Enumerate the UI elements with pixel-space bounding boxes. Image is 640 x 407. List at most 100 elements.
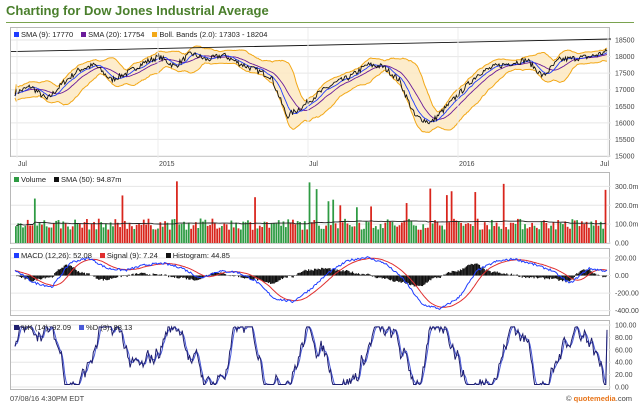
macd-histogram-bar	[22, 275, 24, 278]
volume-bar	[249, 222, 252, 243]
stoch-d-line	[14, 325, 608, 386]
price-trendline	[10, 38, 612, 53]
macd-histogram-bar	[357, 273, 360, 276]
macd-histogram-bar	[88, 273, 90, 276]
volume-bar	[322, 228, 325, 243]
macd-histogram-bar	[576, 273, 578, 276]
macd-histogram-bar	[61, 267, 63, 276]
volume-bar	[490, 219, 493, 243]
volume-bar	[273, 223, 275, 243]
macd-histogram-bar	[93, 275, 95, 277]
macd-histogram-bar	[345, 270, 348, 276]
volume-bar	[303, 221, 306, 243]
macd-histogram-bar	[533, 275, 535, 279]
macd-histogram-bar	[464, 267, 466, 276]
volume-bar	[78, 223, 81, 243]
volume-bar	[486, 225, 488, 243]
macd-histogram-bar	[578, 272, 580, 276]
macd-histogram-bar	[467, 265, 469, 276]
volume-y-tick: 0.00	[615, 241, 629, 248]
macd-histogram-bar	[544, 275, 546, 280]
macd-histogram-bar	[48, 275, 50, 278]
volume-bar	[424, 228, 427, 243]
volume-bar	[59, 228, 62, 243]
volume-bar	[457, 221, 460, 243]
volume-bar	[543, 220, 545, 243]
macd-histogram-bar	[516, 274, 519, 276]
volume-bar	[545, 222, 548, 243]
macd-histogram-bar	[535, 275, 538, 278]
macd-histogram-bar	[344, 270, 347, 276]
macd-histogram-bar	[47, 275, 49, 278]
macd-histogram-bar	[603, 275, 605, 277]
macd-histogram-bar	[425, 275, 427, 283]
volume-bar	[176, 181, 178, 243]
volume-bar	[31, 225, 34, 243]
macd-histogram-bar	[74, 268, 76, 276]
macd-histogram-bar	[39, 275, 42, 280]
k-swatch	[14, 325, 19, 330]
macd-histogram-bar	[595, 273, 597, 276]
macd-histogram-bar	[165, 274, 167, 276]
macd-histogram-bar	[182, 275, 184, 278]
volume-bar	[131, 226, 133, 243]
macd-histogram-bar	[24, 275, 26, 280]
macd-histogram-bar	[337, 270, 339, 276]
volume-bar	[187, 222, 190, 243]
macd-histogram-bar	[297, 273, 299, 276]
brand[interactable]: © quotemedia.com	[566, 394, 632, 403]
macd-histogram-bar	[420, 275, 422, 287]
bands-legend-item: Boll. Bands (2.0): 17303 - 18204	[152, 30, 267, 39]
macd-histogram-bar	[361, 273, 363, 276]
macd-histogram-bar	[436, 275, 438, 279]
volume-bar	[512, 222, 515, 243]
volume-bar	[183, 221, 185, 243]
macd-histogram-bar	[101, 275, 103, 279]
macd-histogram-bar	[338, 269, 341, 276]
macd-histogram-bar	[548, 275, 551, 280]
stoch-chart: 100.00 80.00 60.00 40.00 20.00 0.00	[11, 323, 637, 392]
macd-histogram-bar	[144, 272, 146, 276]
macd-histogram-bar	[243, 275, 246, 279]
volume-bar	[578, 226, 581, 243]
volume-bar	[313, 220, 316, 243]
price-y-tick: 15000	[615, 154, 635, 161]
volume-bar	[559, 222, 562, 243]
macd-histogram-bar	[214, 272, 216, 276]
volume-bar	[573, 220, 576, 243]
macd-histogram-bar	[216, 272, 218, 276]
volume-bar	[500, 228, 503, 243]
price-x-tick: Jul	[600, 161, 609, 168]
volume-bar	[45, 226, 48, 243]
volume-bar	[396, 226, 399, 243]
macd-histogram-bar	[580, 270, 583, 276]
macd-histogram-bar	[248, 275, 250, 279]
macd-histogram-bar	[146, 274, 148, 276]
volume-bar	[398, 225, 401, 243]
macd-histogram-bar	[341, 271, 343, 276]
volume-bar	[514, 223, 517, 243]
macd-histogram-bar	[278, 275, 280, 281]
macd-swatch	[14, 253, 19, 258]
stoch-y-tick: 20.00	[615, 372, 633, 379]
volume-bar	[123, 220, 126, 243]
macd-histogram-bar	[363, 274, 365, 276]
signal-legend-item: Signal (9): 7.24	[99, 251, 158, 260]
volume-bar	[41, 224, 43, 243]
volume-bar	[225, 224, 228, 243]
macd-histogram-bar	[316, 269, 318, 276]
volume-bar	[213, 223, 216, 243]
volume-bar	[590, 221, 593, 243]
macd-histogram-bar	[128, 274, 131, 276]
macd-histogram-bar	[540, 275, 542, 278]
stoch-panel: 100.00 80.00 60.00 40.00 20.00 0.00	[10, 320, 637, 392]
sma20-swatch	[81, 32, 87, 37]
volume-chart: 300.0m 200.0m 100.0m 0.00	[11, 181, 639, 248]
macd-histogram-bar	[37, 275, 39, 279]
volume-bar	[88, 229, 91, 243]
macd-histogram-bar	[185, 275, 188, 280]
macd-histogram-bar	[189, 275, 191, 280]
macd-histogram-bar	[35, 275, 37, 280]
volume-bar	[495, 222, 498, 243]
volume-bar	[334, 223, 337, 243]
